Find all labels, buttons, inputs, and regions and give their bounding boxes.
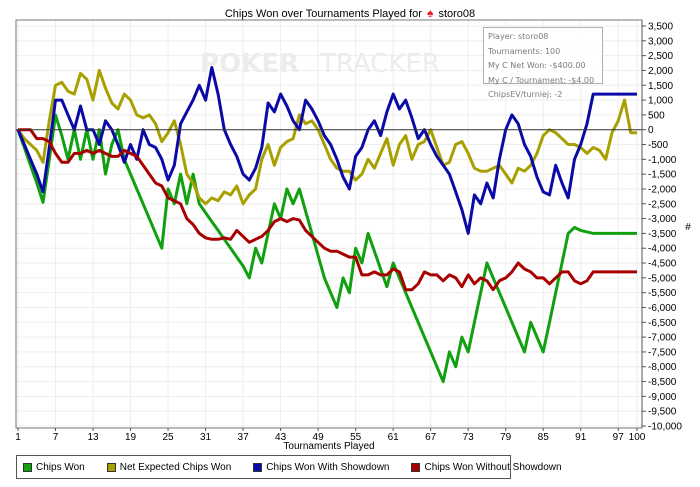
legend: Chips Won Net Expected Chips Won Chips Won… (16, 455, 562, 479)
y-tick-label: -4,000 (648, 244, 677, 255)
y-tick-label: -1,000 (648, 155, 677, 166)
y-tick-label: -1,500 (648, 170, 677, 181)
y-tick-label: 1,000 (648, 96, 673, 107)
legend-item[interactable]: Chips Won (23, 462, 85, 473)
x-tick-label: 100 (629, 432, 646, 443)
y-tick-label: -9,500 (648, 407, 677, 418)
x-tick-label: 19 (125, 432, 137, 443)
legend-item[interactable]: Chips Won With Showdown (253, 462, 389, 473)
legend-label: Chips Won With Showdown (266, 461, 390, 473)
y-tick-label: -3,500 (648, 229, 677, 240)
y-tick-label: 0 (648, 125, 654, 136)
y-tick-label: 1,500 (648, 81, 673, 92)
legend-item[interactable]: Chips Won Without Showdown (411, 461, 562, 473)
legend-swatch (106, 462, 116, 472)
y-tick-label: -8,500 (648, 377, 677, 388)
legend-swatch (411, 462, 421, 472)
legend-item[interactable]: Net Expected Chips Won (106, 461, 232, 473)
x-tick-label: 97 (613, 432, 625, 443)
y-tick-label: 3,000 (648, 36, 673, 47)
x-tick-label: 73 (463, 432, 475, 443)
stats-infobox: Player: storo08 Tournaments: 100 My C Ne… (483, 27, 603, 99)
x-tick-label: 13 (87, 432, 99, 443)
y-tick-label: 500 (648, 110, 665, 121)
x-tick-label: 1 (15, 432, 21, 443)
y-tick-label: 3,500 (648, 22, 673, 33)
legend-label: Chips Won (36, 461, 85, 473)
y-tick-label: -5,500 (648, 288, 677, 299)
y-tick-label: -10,000 (648, 422, 682, 433)
spade-icon: ♠ (427, 6, 434, 20)
y-tick-label: -500 (648, 140, 668, 151)
watermark-poker: POKER (200, 49, 299, 79)
y-tick-label: -6,500 (648, 318, 677, 329)
x-tick-label: 61 (388, 432, 400, 443)
info-tournaments: Tournaments: 100 (488, 46, 561, 56)
series-lines (16, 66, 637, 384)
x-tick-label: 25 (162, 432, 174, 443)
x-tick-label: 49 (313, 432, 325, 443)
x-tick-label: 91 (575, 432, 587, 443)
y-axis-label: # (685, 222, 691, 233)
y-tick-label: -7,500 (648, 347, 677, 358)
legend-swatch (253, 462, 263, 472)
info-net-won: My C Net Won: -$400.00 (488, 61, 586, 70)
info-per-tournament: My C / Tournament: -$4.00 (488, 75, 595, 85)
series-line-net-expected-chips-won (16, 68, 637, 206)
y-tick-label: 2,000 (648, 66, 673, 77)
y-tick-label: -5,000 (648, 273, 677, 284)
y-tick-label: -2,500 (648, 199, 677, 210)
y-tick-label: -3,000 (648, 214, 677, 225)
x-tick-label: 79 (500, 432, 512, 443)
y-tick-label: -2,000 (648, 184, 677, 195)
x-tick-label: 55 (350, 432, 362, 443)
chart-title-player: storo08 (438, 8, 476, 20)
info-chips-ev: ChipsEV/turniej: -2 (488, 90, 563, 99)
y-axis: 3,500 3,000 2,500 2,000 1,500 1,000 500 0 -500 -1… (641, 20, 682, 433)
y-tick-label: -7,000 (648, 333, 677, 344)
series-line-chips-won (16, 113, 637, 384)
x-tick-label: 85 (538, 432, 550, 443)
legend-swatch (23, 462, 32, 472)
chart-title-text: Chips Won over Tournaments Played for (224, 8, 422, 20)
y-tick-label: -6,000 (648, 303, 677, 314)
info-player: Player: storo08 (488, 32, 549, 41)
x-tick-label: 67 (425, 432, 437, 443)
legend-label: Net Expected Chips Won (119, 461, 232, 473)
x-tick-label: 43 (275, 432, 287, 443)
y-tick-label: -9,000 (648, 392, 677, 403)
series-line-chips-won-without-showdown (18, 128, 637, 292)
x-tick-label: 37 (238, 432, 250, 443)
legend-label: Chips Won Without Showdown (424, 461, 562, 473)
x-tick-label: 31 (200, 432, 212, 443)
y-tick-label: -8,000 (648, 362, 677, 373)
x-tick-label: 7 (53, 432, 59, 443)
chart-title: Chips Won over Tournaments Played for ♠ … (0, 6, 700, 20)
y-tick-label: -4,500 (648, 259, 677, 270)
x-axis: 1 7 13 19 25 31 37 43 49 55 61 67 73 79 85 91 97 100 (15, 428, 646, 443)
y-tick-label: 2,500 (648, 51, 673, 62)
x-axis-label: Tournaments Played (283, 441, 374, 452)
watermark-tracker: TRACKER (319, 49, 440, 79)
